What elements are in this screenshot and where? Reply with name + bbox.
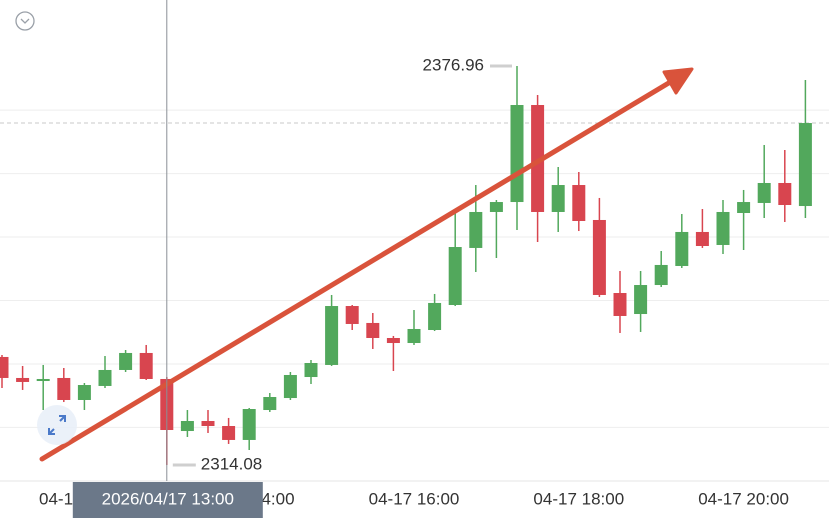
candle-body bbox=[283, 374, 297, 399]
candle-body bbox=[654, 264, 668, 286]
candle-body bbox=[737, 202, 751, 214]
x-tick-label: 04-17 20:00 bbox=[698, 489, 789, 508]
crosshair: 2026/04/17 13:00 bbox=[72, 0, 263, 518]
trend-arrow bbox=[39, 67, 694, 462]
candles bbox=[0, 65, 812, 465]
candle-body bbox=[345, 306, 359, 324]
low-label: 2314.08 bbox=[201, 454, 262, 473]
candle-body bbox=[222, 426, 236, 440]
trend-line bbox=[39, 78, 675, 462]
candle-body bbox=[263, 397, 277, 411]
candle-body bbox=[98, 369, 112, 386]
candle-body bbox=[531, 105, 545, 212]
x-tick-label: 04-17 18:00 bbox=[533, 489, 624, 508]
high-label: 2376.96 bbox=[423, 55, 484, 74]
candle-body bbox=[757, 182, 771, 203]
candle-body bbox=[77, 385, 91, 400]
candle-body bbox=[510, 105, 524, 203]
candle-body bbox=[572, 185, 586, 221]
candle-body bbox=[551, 185, 565, 212]
candle-body bbox=[366, 322, 380, 338]
candle-body bbox=[798, 123, 812, 207]
candle-body bbox=[36, 378, 50, 382]
candle-body bbox=[57, 377, 71, 400]
candle-body bbox=[304, 362, 318, 378]
candle-body bbox=[778, 182, 792, 206]
collapse-icon[interactable] bbox=[15, 11, 35, 31]
x-tick-label: 04-17 16:00 bbox=[369, 489, 460, 508]
candle-body bbox=[675, 231, 689, 266]
candle-body bbox=[201, 420, 215, 427]
candle-body bbox=[407, 328, 421, 344]
candle-body bbox=[448, 247, 462, 306]
candle-body bbox=[386, 337, 400, 344]
candle-body bbox=[634, 285, 648, 315]
expand-button[interactable] bbox=[37, 405, 77, 445]
crosshair-label: 2026/04/17 13:00 bbox=[102, 489, 234, 508]
candle-body bbox=[489, 202, 503, 212]
grid bbox=[0, 109, 829, 428]
candle-body bbox=[613, 293, 627, 316]
candle-body bbox=[119, 352, 133, 370]
candle-body bbox=[716, 211, 730, 245]
candle-body bbox=[0, 356, 9, 378]
candle-body bbox=[695, 231, 709, 246]
candle-body bbox=[16, 377, 30, 382]
candle-body bbox=[428, 302, 442, 331]
candle-body bbox=[469, 211, 483, 248]
arrow-head bbox=[662, 67, 694, 95]
candle-body bbox=[242, 408, 256, 440]
candle-body bbox=[139, 352, 153, 379]
candle-body bbox=[325, 306, 339, 365]
candle-body bbox=[180, 420, 194, 432]
crosshair-box bbox=[72, 482, 263, 518]
candle-body bbox=[592, 219, 606, 295]
